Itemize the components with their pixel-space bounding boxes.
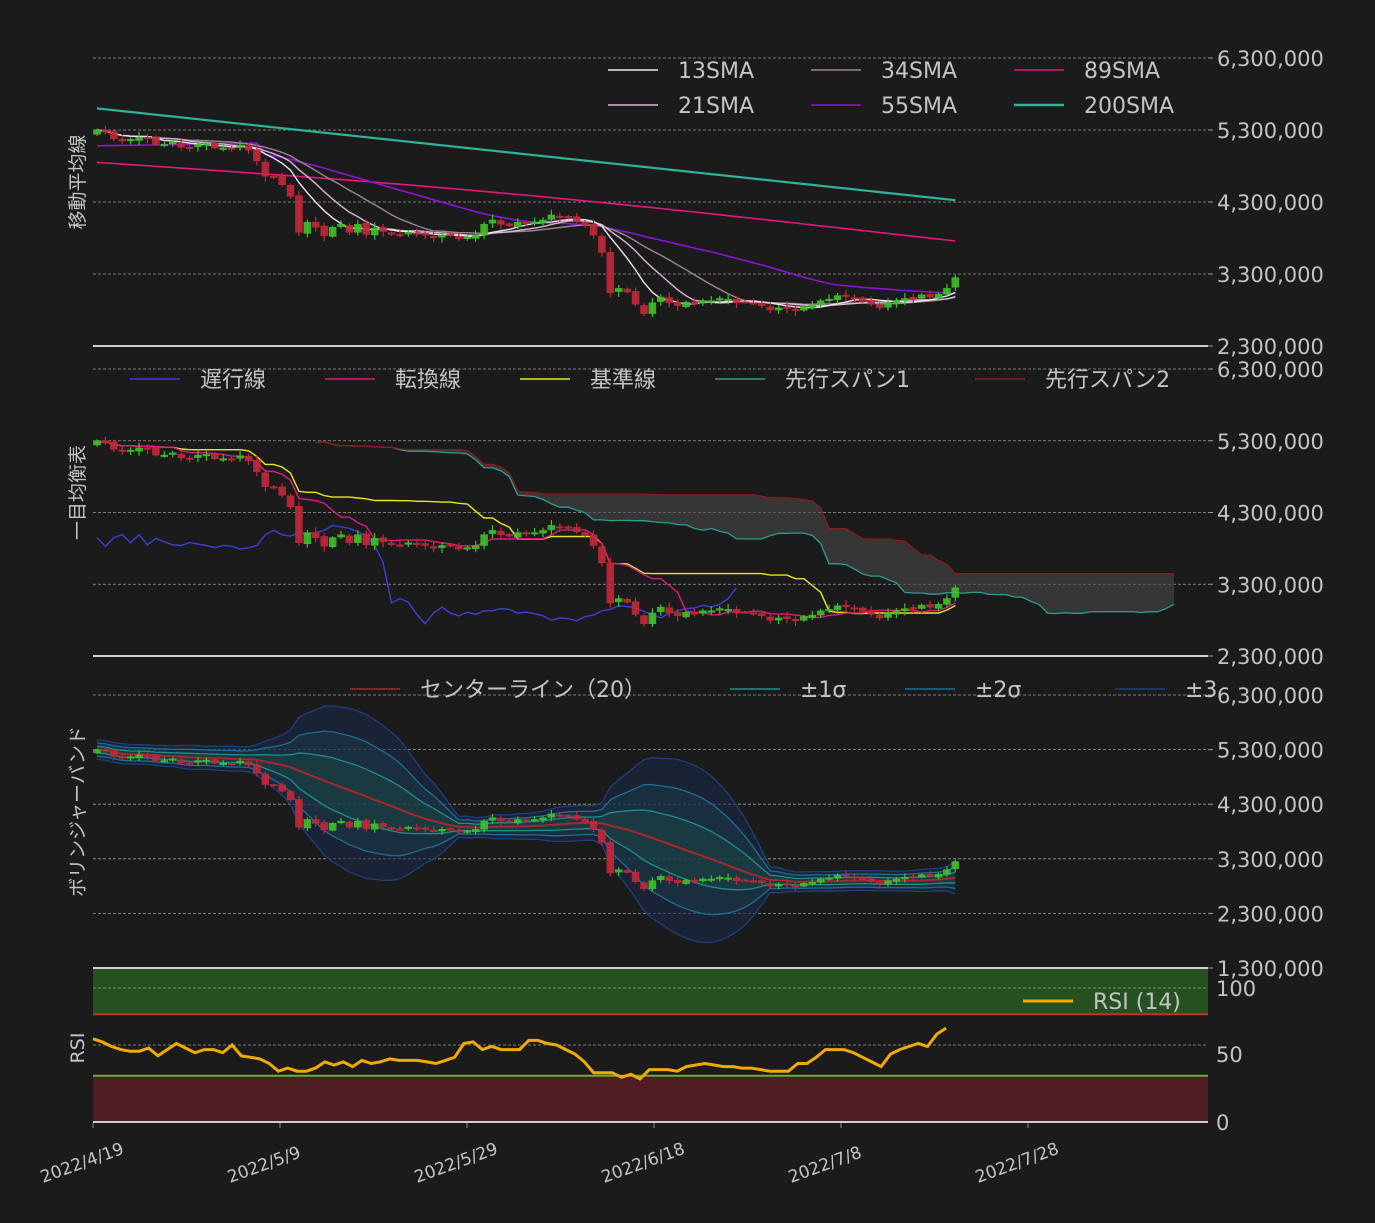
y-tick-label: 3,300,000 [1217,848,1324,872]
x-tick-label: 2022/6/18 [599,1139,688,1188]
y-tick-label: 4,300,000 [1217,502,1324,526]
x-tick-label: 2022/7/28 [973,1139,1062,1188]
legend-label: センターライン（20） [420,678,646,703]
y-tick-label: 3,300,000 [1217,573,1324,597]
sma-line [96,129,956,306]
sma-line [96,142,956,294]
grid-lines [93,57,1208,1077]
candles [93,125,960,317]
candlesticks [93,125,960,892]
y-tick-label: 0 [1216,1111,1229,1135]
legend-label: 34SMA [881,59,957,84]
y-tick-label: 5,300,000 [1217,119,1324,143]
legend-label: 基準線 [590,368,656,393]
x-tick-label: 2022/7/8 [786,1143,865,1188]
y-tick-label: 2,300,000 [1217,645,1324,669]
y-tick-label: 2,300,000 [1217,335,1324,359]
y-tick-label: 3,300,000 [1217,263,1324,287]
y-axis-label: 一目均衡表 [67,445,89,540]
legend-label: 13SMA [678,59,754,84]
legend-label: 先行スパン2 [1045,368,1170,393]
labels: 6,300,000 5,300,000 4,300,000 3,300,000 2,30… [38,47,1324,1188]
y-tick-label: 4,300,000 [1217,793,1324,817]
bollinger-band [96,730,956,876]
legend-label: 転換線 [395,368,461,393]
legend-label: ±1σ [800,678,846,703]
sma-line [96,107,956,202]
oversold-zone [93,1075,1208,1122]
y-tick-label: 100 [1216,977,1256,1001]
chikou-line [96,524,738,625]
series-lines [92,107,1175,1081]
y-tick-label: 5,300,000 [1217,430,1324,454]
bollinger-band [96,758,956,944]
y-tick-label: 1,300,000 [1217,957,1324,981]
legend-label: 200SMA [1084,94,1174,119]
sma-line [96,129,956,307]
legend-label: 89SMA [1084,59,1160,84]
y-tick-label: 5,300,000 [1217,739,1324,763]
bollinger-band [96,705,956,873]
sma-line [96,161,956,242]
y-axis-label: RSI [67,1033,89,1064]
y-tick-label: 6,300,000 [1217,47,1324,71]
legend-label: 遅行線 [200,368,266,393]
legend-label: ±3 [1185,678,1217,703]
y-tick-label: 6,300,000 [1217,358,1324,382]
x-tick-label: 2022/5/9 [225,1143,304,1188]
candles [93,436,960,628]
rsi-line [92,1026,947,1081]
bollinger-band [96,755,956,916]
legend-label: ±2σ [975,678,1021,703]
candles [93,746,960,892]
axes [92,57,1213,1128]
legend-label: RSI (14) [1093,990,1181,1015]
y-tick-label: 50 [1216,1043,1243,1067]
y-axis-label: ボリンジャーバンド [67,726,89,897]
y-tick-label: 2,300,000 [1217,902,1324,926]
legend-label: 先行スパン1 [785,368,910,393]
x-tick-label: 2022/5/29 [412,1139,501,1188]
band-fill [97,746,956,890]
y-tick-label: 6,300,000 [1217,684,1324,708]
y-axis-label: 移動平均線 [67,134,89,229]
legend-label: 55SMA [881,94,957,119]
panel-backgrounds [93,968,1208,1122]
senkou-span-b [315,440,1175,575]
sma-line [96,129,956,309]
band-fill [97,731,956,915]
kumo-cloud [315,441,1175,614]
overbought-zone [93,968,1208,1015]
x-tick-label: 2022/4/19 [38,1139,127,1188]
legend-label: 21SMA [678,94,754,119]
senkou-span-a [315,440,1175,615]
y-tick-label: 4,300,000 [1217,191,1324,215]
